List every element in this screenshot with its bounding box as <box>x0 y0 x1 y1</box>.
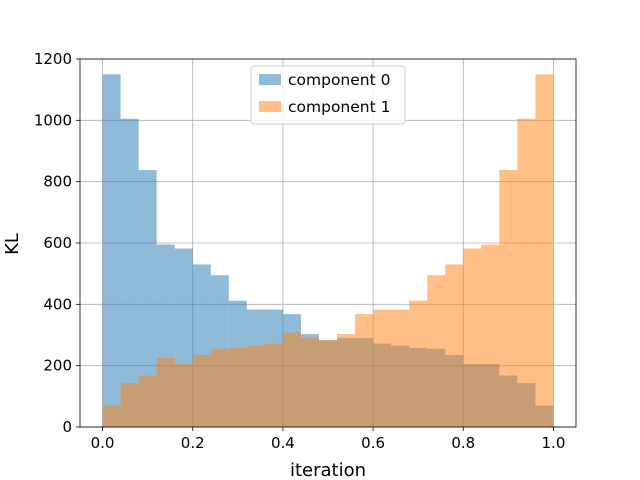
legend-box <box>250 65 406 125</box>
histogram-bar <box>318 340 338 427</box>
histogram-bar <box>138 170 157 427</box>
axes: 0.0 0.2 0.4 0.6 0.8 1.0 0 200 400 600 800 1000 1200 <box>34 50 577 452</box>
histogram-bar <box>282 332 301 427</box>
histogram-bar <box>337 334 356 427</box>
y-axis-label: KL <box>2 233 23 255</box>
x-tick-label: 0.4 <box>271 434 295 452</box>
y-tick-label: 600 <box>43 234 72 252</box>
histogram-bars <box>102 74 554 428</box>
y-tick-label: 800 <box>43 173 72 191</box>
histogram-bar <box>517 118 536 428</box>
x-tick-label: 0.8 <box>451 434 475 452</box>
histogram-bar <box>102 74 121 427</box>
histogram-bar <box>246 345 265 427</box>
plot-frame <box>79 58 577 428</box>
x-tick-label: 1.0 <box>542 434 566 452</box>
x-axis-label: iteration <box>290 460 366 480</box>
histogram-bar <box>156 358 175 427</box>
histogram-bar <box>481 244 500 427</box>
histogram-bar <box>210 348 229 427</box>
y-tick-label: 1000 <box>34 111 72 129</box>
x-tick-label: 0.6 <box>361 434 385 452</box>
legend: component 0 component 1 <box>250 65 406 125</box>
histogram-bar <box>463 248 482 427</box>
histogram-bar <box>445 264 464 427</box>
legend-label: component 0 <box>288 71 390 89</box>
histogram-bar <box>120 118 139 428</box>
legend-swatch <box>259 101 281 112</box>
legend-label: component 1 <box>288 98 390 116</box>
histogram-bar <box>192 354 211 427</box>
histogram-bar <box>138 375 157 427</box>
histogram-bar <box>120 383 139 427</box>
histogram-bar <box>300 338 319 427</box>
histogram-bar <box>427 275 446 427</box>
histogram-bar <box>264 343 283 427</box>
y-tick-label: 1200 <box>34 50 72 68</box>
histogram-bar <box>102 405 121 427</box>
histogram-bar <box>409 300 428 427</box>
histogram-bar <box>355 314 374 427</box>
histogram-bar <box>535 74 554 427</box>
y-tick-label: 400 <box>43 295 72 313</box>
x-tick-label: 0.2 <box>181 434 205 452</box>
y-tick-label: 0 <box>62 418 72 436</box>
x-tick-label: 0.0 <box>91 434 115 452</box>
histogram-bar <box>373 309 392 427</box>
series-1-bars <box>102 74 554 428</box>
histogram-bar <box>174 364 193 427</box>
histogram-bar <box>499 170 518 427</box>
y-tick-label: 200 <box>43 357 72 375</box>
histogram-bar <box>228 347 247 427</box>
histogram-bar <box>391 309 410 427</box>
legend-swatch <box>259 74 281 85</box>
